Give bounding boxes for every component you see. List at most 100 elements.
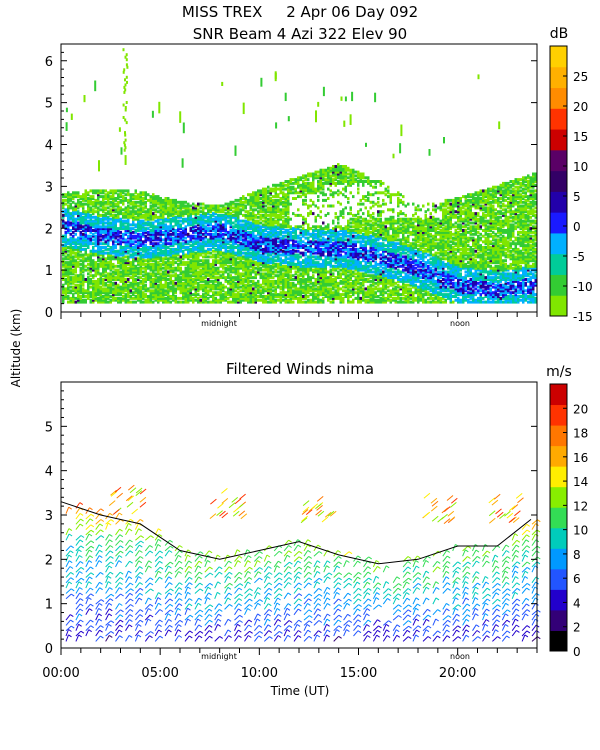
snr-cell — [164, 212, 167, 216]
snr-cell — [247, 259, 250, 263]
snr-cell — [107, 278, 110, 281]
snr-cell — [212, 270, 215, 274]
snr-cell — [162, 213, 165, 217]
snr-cell — [197, 287, 200, 291]
snr-cell — [79, 238, 82, 242]
snr-cell — [297, 287, 300, 291]
snr-cell — [229, 300, 232, 304]
snr-cell — [157, 225, 160, 229]
snr-cell — [117, 296, 120, 300]
snr-cell — [299, 272, 302, 276]
snr-cell — [129, 276, 132, 280]
snr-cell — [232, 289, 235, 293]
snr-cell — [129, 268, 132, 272]
snr-cell — [219, 261, 222, 265]
snr-cell — [299, 255, 302, 259]
snr-cell — [309, 268, 312, 272]
snr-cell — [159, 238, 162, 242]
snr-cell — [169, 257, 172, 261]
snr-cell — [192, 223, 195, 227]
snr-cell — [92, 261, 95, 265]
snr-cell — [229, 266, 232, 270]
snr-cell — [62, 244, 65, 248]
snr-cell — [222, 217, 225, 221]
snr-cell — [119, 285, 122, 289]
snr-cell — [74, 296, 77, 300]
snr-cell — [162, 219, 165, 223]
snr-cell — [147, 217, 150, 221]
snr-cell — [69, 206, 72, 210]
snr-cell — [322, 274, 325, 278]
snr-cell — [314, 244, 317, 248]
snr-cell — [262, 240, 265, 244]
snr-cell — [79, 300, 82, 304]
snr-cell — [102, 189, 105, 193]
snr-cell — [317, 279, 320, 283]
snr-cell — [284, 183, 287, 187]
snr-cell — [327, 262, 330, 266]
snr-cell — [184, 291, 187, 295]
snr-cell — [249, 262, 252, 266]
snr-cell — [97, 202, 100, 206]
snr-cell — [262, 219, 265, 223]
snr-cell — [302, 246, 305, 249]
snr-cell — [99, 249, 102, 253]
snr-cell — [209, 213, 212, 217]
snr-cell — [282, 253, 285, 257]
snr-cell — [134, 259, 137, 263]
snr-cell — [122, 198, 125, 202]
snr-cell — [79, 213, 82, 217]
snr-cell — [184, 253, 187, 257]
snr-cell — [117, 300, 120, 304]
snr-cell — [277, 204, 280, 208]
snr-cell — [89, 268, 92, 272]
snr-cell — [92, 242, 95, 246]
snr-cell — [97, 279, 100, 283]
snr-cell — [269, 210, 272, 214]
snr-cell — [84, 217, 87, 221]
snr-cell — [142, 200, 145, 204]
snr-cell — [322, 289, 325, 293]
snr-cell — [182, 213, 185, 217]
snr-cell — [162, 210, 165, 214]
snr-cell — [274, 200, 277, 204]
snr-cell — [209, 240, 212, 244]
snr-cell — [329, 276, 332, 280]
snr-cell — [114, 298, 117, 302]
snr-cell — [102, 223, 105, 227]
snr-cell — [172, 298, 175, 302]
snr-cell — [199, 221, 202, 225]
snr-cell — [229, 208, 232, 212]
snr-cell — [159, 230, 162, 234]
snr-cell — [319, 170, 322, 174]
snr-cell — [159, 266, 162, 270]
snr-cell — [109, 283, 112, 287]
snr-cell — [289, 270, 292, 274]
snr-cell — [282, 242, 285, 246]
snr-cell — [174, 296, 177, 300]
snr-cell — [214, 272, 217, 276]
snr-cell — [162, 238, 165, 242]
snr-cell — [107, 225, 110, 229]
snr-cell — [234, 212, 237, 216]
snr-cell — [117, 259, 120, 263]
snr-cell — [94, 298, 97, 302]
snr-cell — [129, 289, 132, 293]
snr-cell — [287, 251, 290, 255]
snr-cell — [194, 217, 197, 221]
snr-cell — [207, 219, 210, 223]
snr-cell — [194, 219, 197, 223]
snr-cell — [199, 279, 202, 283]
snr-cell — [97, 244, 100, 248]
snr-cell — [94, 234, 97, 238]
snr-cell — [72, 210, 75, 214]
snr-cell — [247, 225, 250, 229]
snr-cell — [224, 266, 227, 270]
snr-cell — [112, 217, 115, 221]
snr-cell — [259, 293, 262, 297]
snr-cell — [242, 200, 245, 204]
snr-cell — [192, 287, 195, 291]
snr-cell — [297, 236, 300, 240]
snr-cell — [154, 296, 157, 300]
snr-cell — [234, 268, 237, 272]
